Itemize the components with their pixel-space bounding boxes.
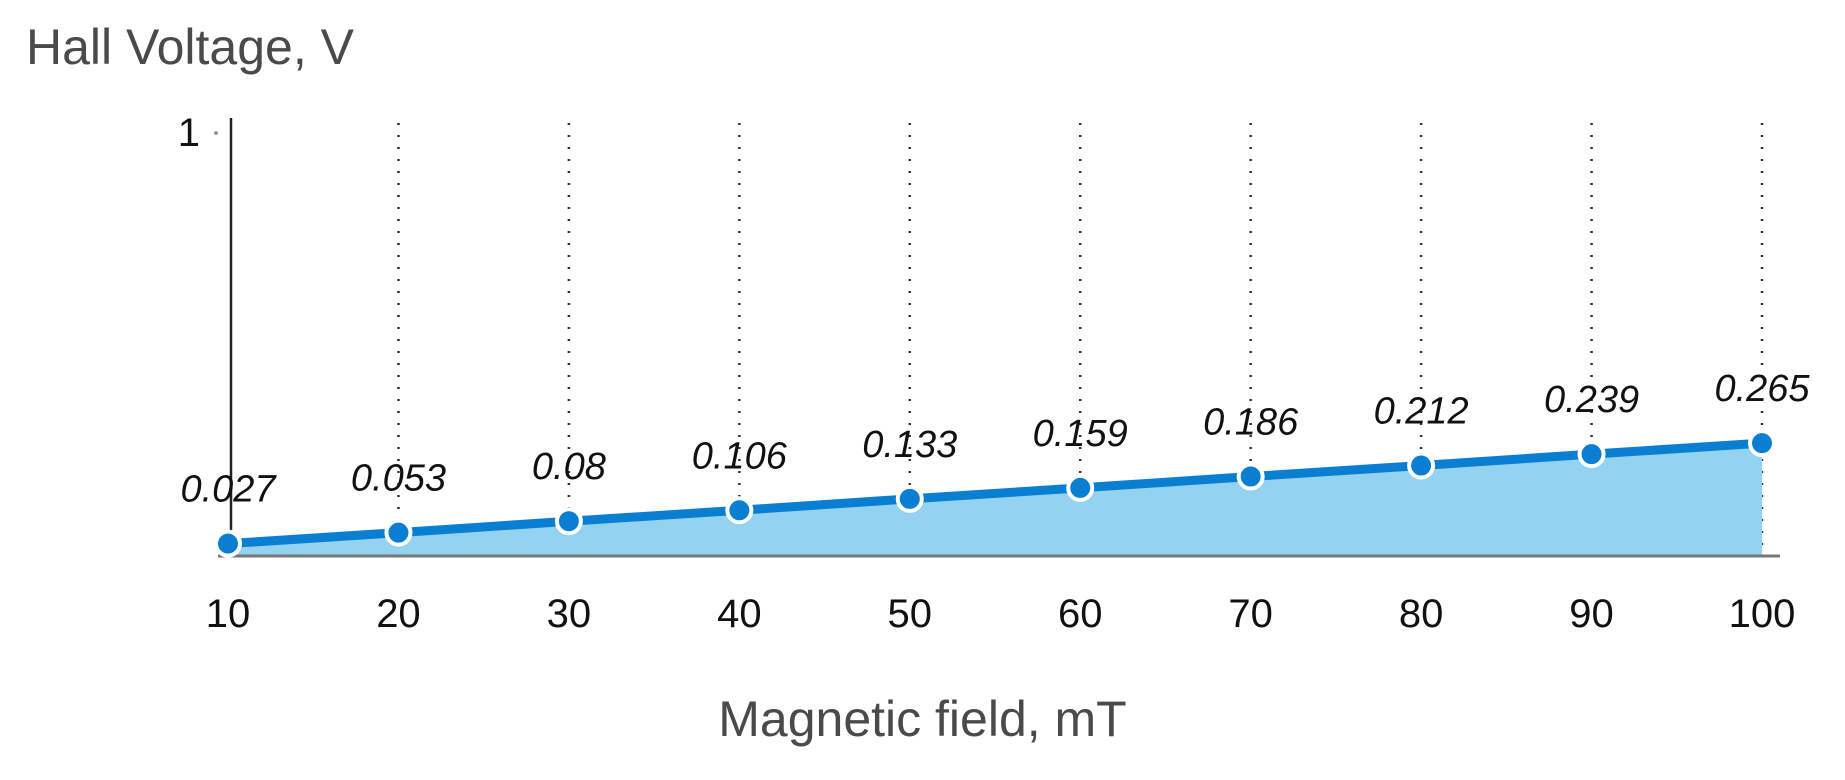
data-label-10: 0.027: [180, 469, 277, 511]
x-tick-label-70: 70: [1228, 592, 1273, 636]
x-tick-label-90: 90: [1569, 592, 1614, 636]
x-tick-label-50: 50: [888, 592, 933, 636]
y-tick-mark-1: [214, 131, 218, 135]
data-point-80: [1407, 451, 1436, 480]
x-tick-label-60: 60: [1058, 592, 1103, 636]
data-label-90: 0.239: [1544, 379, 1639, 421]
data-label-40: 0.106: [692, 435, 788, 477]
data-label-30: 0.08: [532, 446, 606, 488]
x-axis-title: Magnetic field, mT: [718, 691, 1127, 747]
x-tick-label-10: 10: [206, 592, 251, 636]
data-point-20: [384, 518, 413, 547]
y-axis-title: Hall Voltage, V: [26, 19, 354, 75]
data-point-100: [1748, 429, 1776, 458]
x-tick-label-80: 80: [1399, 592, 1444, 636]
data-point-30: [554, 507, 583, 536]
series-line: [227, 438, 1763, 549]
data-label-50: 0.133: [862, 424, 957, 466]
data-point-40: [725, 496, 754, 525]
data-point-10: [214, 529, 242, 558]
data-label-20: 0.053: [351, 458, 446, 500]
x-tick-label-100: 100: [1729, 592, 1796, 636]
data-label-70: 0.186: [1203, 402, 1299, 444]
data-point-90: [1577, 440, 1606, 469]
data-label-100: 0.265: [1714, 368, 1810, 410]
data-point-70: [1236, 462, 1265, 491]
tick-labels: 10 20 30 40 50 60 70 80 90 100 1: [178, 111, 1796, 636]
data-point-50: [895, 484, 924, 513]
data-label-80: 0.212: [1374, 391, 1469, 433]
data-points: [214, 429, 1776, 558]
x-tick-label-30: 30: [547, 592, 592, 636]
data-label-60: 0.159: [1033, 413, 1128, 455]
y-tick-label-1: 1: [178, 111, 200, 155]
x-tick-label-20: 20: [376, 592, 421, 636]
x-tick-label-40: 40: [717, 592, 762, 636]
data-point-60: [1066, 473, 1095, 502]
data-labels: 0.027 0.053 0.08 0.106 0.133 0.159 0.186 0.212 0…: [180, 368, 1810, 510]
